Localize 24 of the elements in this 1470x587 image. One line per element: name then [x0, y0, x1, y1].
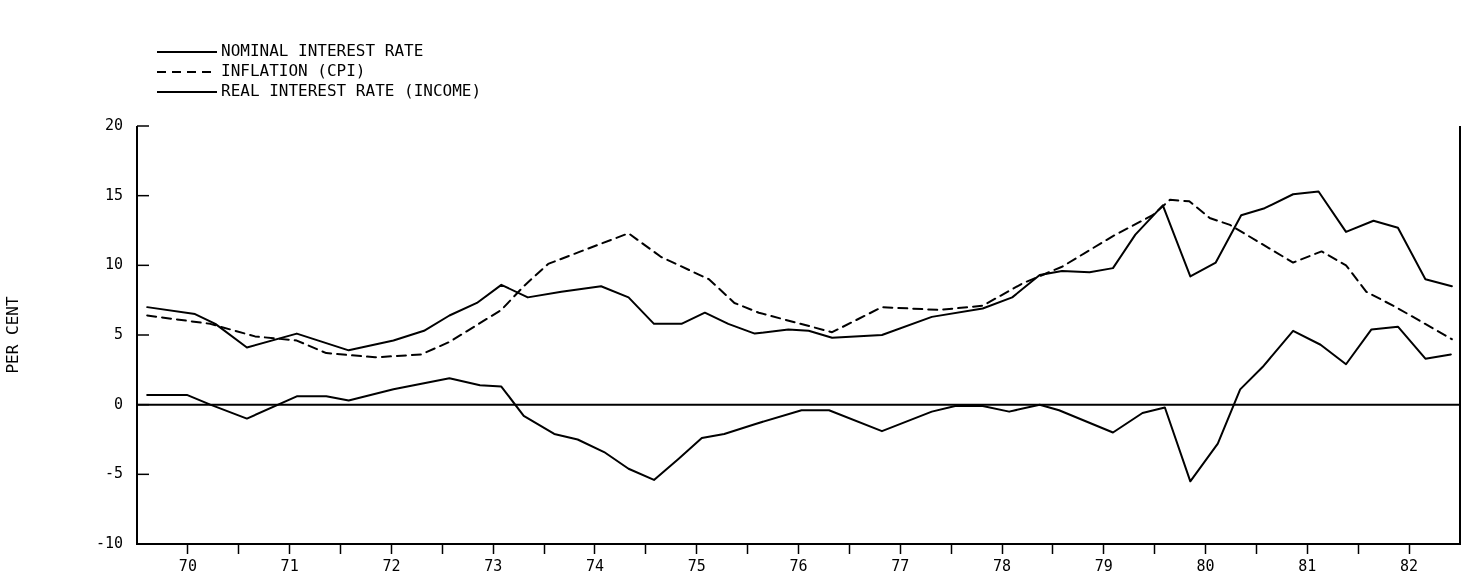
y-tick-label: 20	[104, 115, 123, 134]
x-tick-label: 79	[1094, 556, 1113, 575]
x-tick-label: 70	[178, 556, 197, 575]
y-tick-label: 10	[104, 255, 123, 274]
x-tick-label: 72	[382, 556, 401, 575]
y-tick-label: -5	[104, 464, 123, 483]
x-tick-label: 73	[484, 556, 503, 575]
x-tick-label: 81	[1298, 556, 1317, 575]
x-tick-label: 78	[993, 556, 1012, 575]
y-tick-label: -10	[95, 533, 123, 552]
x-tick-label: 76	[789, 556, 808, 575]
y-tick-label: 5	[113, 324, 123, 343]
legend-label: NOMINAL INTEREST RATE	[221, 41, 424, 61]
y-axis-title: PER CENT	[2, 296, 22, 374]
legend-label: REAL INTEREST RATE (INCOME)	[221, 81, 482, 101]
x-tick-label: 80	[1196, 556, 1215, 575]
x-tick-label: 74	[585, 556, 604, 575]
x-tick-label: 71	[280, 556, 299, 575]
y-tick-label: 0	[113, 394, 123, 413]
x-tick-label: 75	[687, 556, 706, 575]
legend-label: INFLATION (CPI)	[221, 61, 366, 81]
x-tick-label: 82	[1400, 556, 1419, 575]
x-tick-label: 77	[891, 556, 910, 575]
y-tick-label: 15	[104, 185, 123, 204]
